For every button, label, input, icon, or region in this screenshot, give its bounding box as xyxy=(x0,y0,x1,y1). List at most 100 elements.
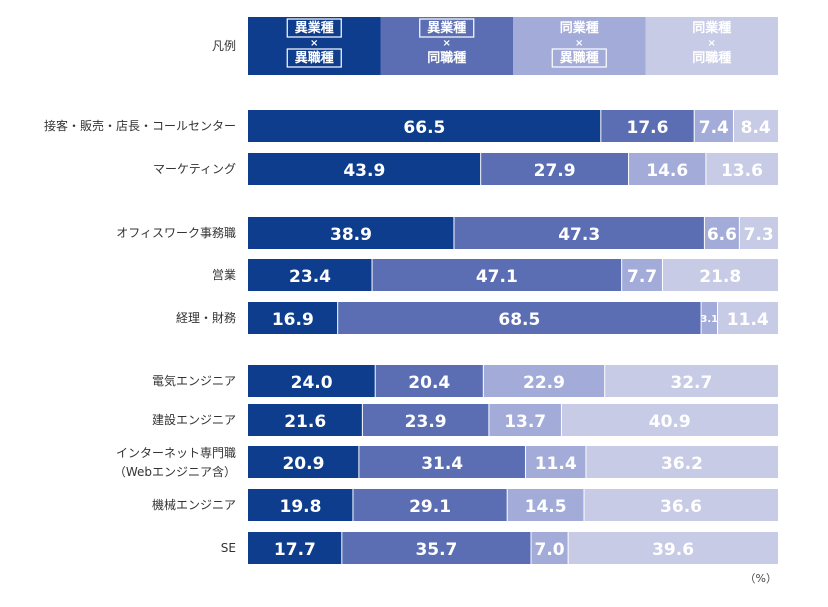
value-label: 13.7 xyxy=(504,412,546,432)
value-label: 29.1 xyxy=(409,497,451,517)
value-label: 68.5 xyxy=(498,310,540,330)
legend-line2-1: 異職種 xyxy=(295,50,334,66)
category-label: オフィスワーク事務職 xyxy=(116,226,236,240)
value-label: 36.6 xyxy=(660,497,702,517)
bar-segment xyxy=(483,365,605,397)
bar-segment xyxy=(248,404,363,436)
value-label: 66.5 xyxy=(403,118,445,138)
bar-segment xyxy=(621,259,663,291)
value-label: 32.7 xyxy=(670,373,712,393)
category-label: インターネット専門職 xyxy=(116,446,236,460)
value-label: 20.4 xyxy=(408,373,450,393)
value-label: 11.4 xyxy=(535,454,577,474)
bar-segment xyxy=(705,153,778,185)
bar-segment xyxy=(372,259,622,291)
bar-segment xyxy=(662,259,778,291)
bar-segment xyxy=(248,259,373,291)
value-label: 31.4 xyxy=(421,454,463,474)
bar-segment xyxy=(604,365,778,397)
bar-segment xyxy=(352,489,508,521)
legend-line2-3: 異職種 xyxy=(560,50,599,66)
category-label-line2: （Webエンジニア含） xyxy=(114,464,236,479)
legend-cross-4: × xyxy=(708,38,716,49)
bar-segment xyxy=(561,404,778,436)
bar-segment xyxy=(694,110,734,142)
bar-segment xyxy=(488,404,562,436)
bar-segment xyxy=(701,302,718,334)
bar-segment xyxy=(362,404,489,436)
value-label: 14.6 xyxy=(646,161,688,181)
value-label: 39.6 xyxy=(652,540,694,560)
legend-cross-1: × xyxy=(310,38,318,49)
bar-segment xyxy=(248,302,338,334)
legend-swatch-2 xyxy=(380,17,513,75)
value-label: 16.9 xyxy=(272,310,314,330)
bar-segment xyxy=(531,532,569,564)
bar-segment xyxy=(600,110,695,142)
legend-line2-1-box xyxy=(286,48,342,68)
value-label: 7.0 xyxy=(535,540,565,560)
value-label: 17.7 xyxy=(274,540,316,560)
value-label: 27.9 xyxy=(534,161,576,181)
bar-segment xyxy=(337,302,702,334)
legend-line1-1: 異業種 xyxy=(295,20,334,36)
category-label: 建設エンジニア xyxy=(152,412,236,427)
value-label: 11.4 xyxy=(727,310,769,330)
value-label: 23.9 xyxy=(405,412,447,432)
value-label: 14.5 xyxy=(525,497,567,517)
value-label: 20.9 xyxy=(282,454,324,474)
value-label: 47.3 xyxy=(558,225,600,245)
legend-line2-4: 同職種 xyxy=(692,50,731,66)
bar-segment xyxy=(568,532,778,564)
bar-segment xyxy=(248,217,454,249)
value-label: 47.1 xyxy=(476,267,518,287)
bar-segment xyxy=(584,489,778,521)
bar-segment xyxy=(248,532,342,564)
bar-segment xyxy=(733,110,778,142)
category-label: マーケティング xyxy=(153,162,236,176)
bar-segment xyxy=(704,217,740,249)
legend-swatch-3 xyxy=(513,17,646,75)
value-label: 21.6 xyxy=(284,412,326,432)
bar-segment xyxy=(453,217,705,249)
legend-cross-3: × xyxy=(575,38,583,49)
value-label: 6.6 xyxy=(707,225,737,245)
legend-line1-2: 異業種 xyxy=(427,20,466,36)
value-label: 7.3 xyxy=(744,225,774,245)
unit-label: （%） xyxy=(745,572,777,585)
bar-segment xyxy=(341,532,532,564)
value-label: 38.9 xyxy=(330,225,372,245)
value-label: 13.6 xyxy=(721,161,763,181)
value-label: 3.1 xyxy=(700,314,718,325)
legend-cross-2: × xyxy=(443,38,451,49)
legend-swatch-1 xyxy=(248,17,381,75)
bar-segment xyxy=(248,110,601,142)
value-label: 17.6 xyxy=(627,118,669,138)
legend-line1-4: 同業種 xyxy=(692,20,731,36)
bar-segment xyxy=(628,153,706,185)
category-label: 接客・販売・店長・コールセンター xyxy=(44,118,236,133)
value-label: 36.2 xyxy=(661,454,703,474)
legend-swatch-4 xyxy=(645,17,778,75)
legend-line1-3: 同業種 xyxy=(560,20,599,36)
bar-segment xyxy=(739,217,778,249)
value-label: 21.8 xyxy=(699,267,741,287)
bar-segment xyxy=(248,365,376,397)
value-label: 19.8 xyxy=(279,497,321,517)
bar-segment xyxy=(585,446,778,478)
legend-line1-1-box xyxy=(286,18,342,38)
value-label: 22.9 xyxy=(523,373,565,393)
bar-segment xyxy=(248,153,481,185)
value-label: 35.7 xyxy=(415,540,457,560)
value-label: 23.4 xyxy=(289,267,331,287)
bar-segment xyxy=(375,365,484,397)
value-label: 40.9 xyxy=(649,412,691,432)
category-label: 経理・財務 xyxy=(176,310,236,325)
value-label: 24.0 xyxy=(291,373,333,393)
legend-row-label: 凡例 xyxy=(212,39,236,53)
value-label: 7.7 xyxy=(627,267,657,287)
category-label: 電気エンジニア xyxy=(152,373,236,388)
legend-line1-2-box xyxy=(419,18,475,38)
